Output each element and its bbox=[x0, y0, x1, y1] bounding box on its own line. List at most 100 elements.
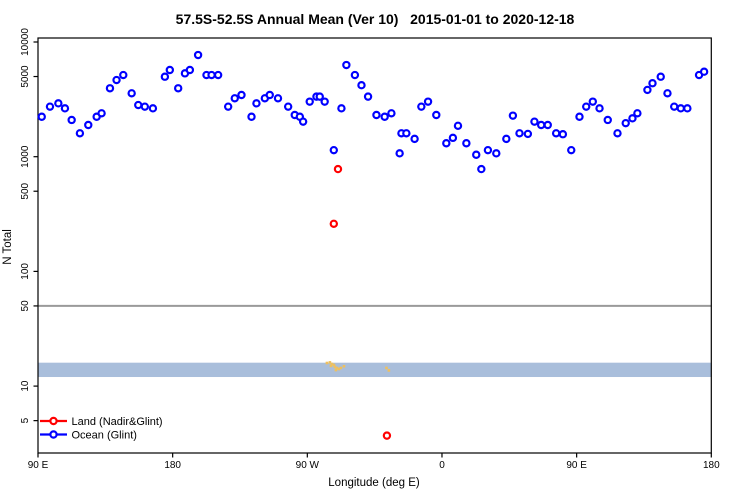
legend-label: Land (Nadir&Glint) bbox=[72, 416, 163, 428]
ocean-data-point bbox=[543, 120, 552, 130]
ocean-data-point bbox=[173, 84, 183, 93]
ocean-data-point bbox=[643, 85, 652, 95]
ocean-data-point bbox=[551, 129, 561, 138]
ocean-data-point bbox=[54, 99, 63, 108]
land-mask-mark bbox=[325, 361, 329, 365]
ocean-data-point bbox=[37, 112, 46, 121]
chart-title: 57.5S-52.5S Annual Mean (Ver 10) 2015-01… bbox=[175, 11, 575, 27]
ocean-data-point bbox=[613, 129, 622, 138]
ocean-data-point bbox=[432, 110, 441, 120]
ocean-data-point bbox=[595, 104, 604, 113]
ocean-data-point bbox=[633, 109, 642, 118]
ocean-data-point bbox=[75, 129, 85, 138]
ocean-data-point bbox=[448, 133, 458, 143]
legend-label: Ocean (Glint) bbox=[72, 429, 137, 441]
plot-layers: 90 E 180 90 W 0 90 E 180 10000 5000 1000 500 100 50… bbox=[20, 28, 720, 471]
ocean-data-point bbox=[337, 104, 346, 113]
ocean-data-point bbox=[45, 102, 55, 111]
land-data-point bbox=[329, 219, 339, 229]
ocean-data-point bbox=[582, 102, 591, 111]
plot-frame bbox=[37, 37, 712, 454]
y-tick-label: 10 bbox=[20, 380, 31, 392]
ocean-data-point bbox=[656, 72, 665, 81]
ocean-data-point bbox=[265, 90, 274, 100]
ocean-data-point bbox=[252, 99, 261, 108]
land-mask-mark bbox=[330, 362, 334, 366]
ocean-data-point bbox=[683, 104, 692, 113]
ocean-data-point bbox=[119, 70, 128, 80]
ocean-data-point bbox=[97, 109, 106, 118]
ocean-data-point bbox=[315, 92, 324, 101]
ocean-data-point bbox=[350, 70, 360, 80]
ocean-data-point bbox=[536, 120, 546, 130]
y-tick-label: 5000 bbox=[20, 65, 31, 88]
ocean-data-point bbox=[567, 145, 576, 155]
y-axis-label: N Total bbox=[2, 229, 14, 265]
ocean-data-point bbox=[588, 97, 597, 106]
ocean-data-point bbox=[402, 129, 411, 138]
ocean-data-point bbox=[558, 130, 568, 139]
land-data-point bbox=[333, 164, 343, 174]
ocean-data-point bbox=[223, 102, 233, 111]
ocean-data-point bbox=[213, 70, 223, 80]
ocean-data-point bbox=[575, 112, 584, 121]
x-tick-label: 180 bbox=[164, 460, 181, 471]
y-tick-label: 100 bbox=[20, 263, 31, 280]
land-mask-mark bbox=[385, 366, 388, 370]
ocean-data-point bbox=[140, 102, 150, 111]
ocean-data-point bbox=[380, 112, 389, 121]
ocean-data-point bbox=[67, 115, 76, 125]
ocean-data-point bbox=[134, 100, 143, 110]
y-tick-label: 10000 bbox=[20, 28, 31, 56]
ocean-data-point bbox=[320, 97, 329, 106]
land-mask-mark bbox=[332, 363, 336, 367]
x-tick-label: 90 E bbox=[28, 460, 49, 471]
ocean-data-point bbox=[237, 90, 246, 100]
ocean-data-point bbox=[363, 92, 373, 101]
ocean-data-point bbox=[648, 79, 657, 88]
x-tick-label: 180 bbox=[703, 460, 720, 471]
ocean-data-point bbox=[669, 102, 679, 111]
ocean-data-point bbox=[603, 115, 612, 125]
ocean-data-point bbox=[410, 134, 419, 144]
ocean-data-point bbox=[148, 104, 158, 113]
ocean-data-point bbox=[676, 104, 685, 113]
ocean-data-point bbox=[207, 70, 216, 80]
ocean-data-point bbox=[112, 75, 121, 85]
ocean-data-point bbox=[84, 120, 93, 130]
land-mask-mark bbox=[328, 361, 332, 364]
legend-marker bbox=[49, 416, 58, 426]
ocean-data-point bbox=[442, 139, 451, 148]
ocean-data-point bbox=[105, 84, 115, 93]
ocean-data-point bbox=[372, 110, 381, 120]
ocean-data-point bbox=[395, 149, 404, 158]
ocean-data-point bbox=[462, 139, 471, 148]
ocean-data-point bbox=[477, 164, 486, 174]
land-mask-mark bbox=[334, 368, 338, 372]
ocean-data-point bbox=[193, 50, 203, 60]
ocean-data-point bbox=[127, 89, 136, 98]
land-mask-mark bbox=[339, 366, 343, 370]
ocean-data-point bbox=[628, 114, 637, 123]
ocean-data-point bbox=[663, 89, 672, 98]
ocean-data-point bbox=[283, 102, 293, 111]
ocean-data-point bbox=[165, 65, 175, 75]
y-tick-label: 500 bbox=[20, 182, 31, 199]
ocean-data-point bbox=[417, 102, 426, 111]
ocean-data-point bbox=[298, 117, 308, 126]
x-tick-label: 90 W bbox=[296, 460, 320, 471]
land-mask-mark bbox=[335, 366, 339, 370]
land-mask-mark bbox=[342, 364, 346, 368]
ocean-data-point bbox=[483, 145, 493, 155]
ocean-data-point bbox=[492, 149, 501, 158]
ocean-data-point bbox=[523, 129, 533, 139]
x-tick-label: 90 E bbox=[566, 460, 587, 471]
y-tick-label: 5 bbox=[20, 417, 31, 423]
y-tick-label: 1000 bbox=[20, 145, 31, 168]
ocean-data-point bbox=[60, 104, 70, 113]
ocean-data-point bbox=[185, 65, 195, 75]
ocean-data-point bbox=[273, 94, 283, 103]
ocean-data-point bbox=[453, 121, 463, 130]
land-mask-mark bbox=[329, 364, 333, 368]
